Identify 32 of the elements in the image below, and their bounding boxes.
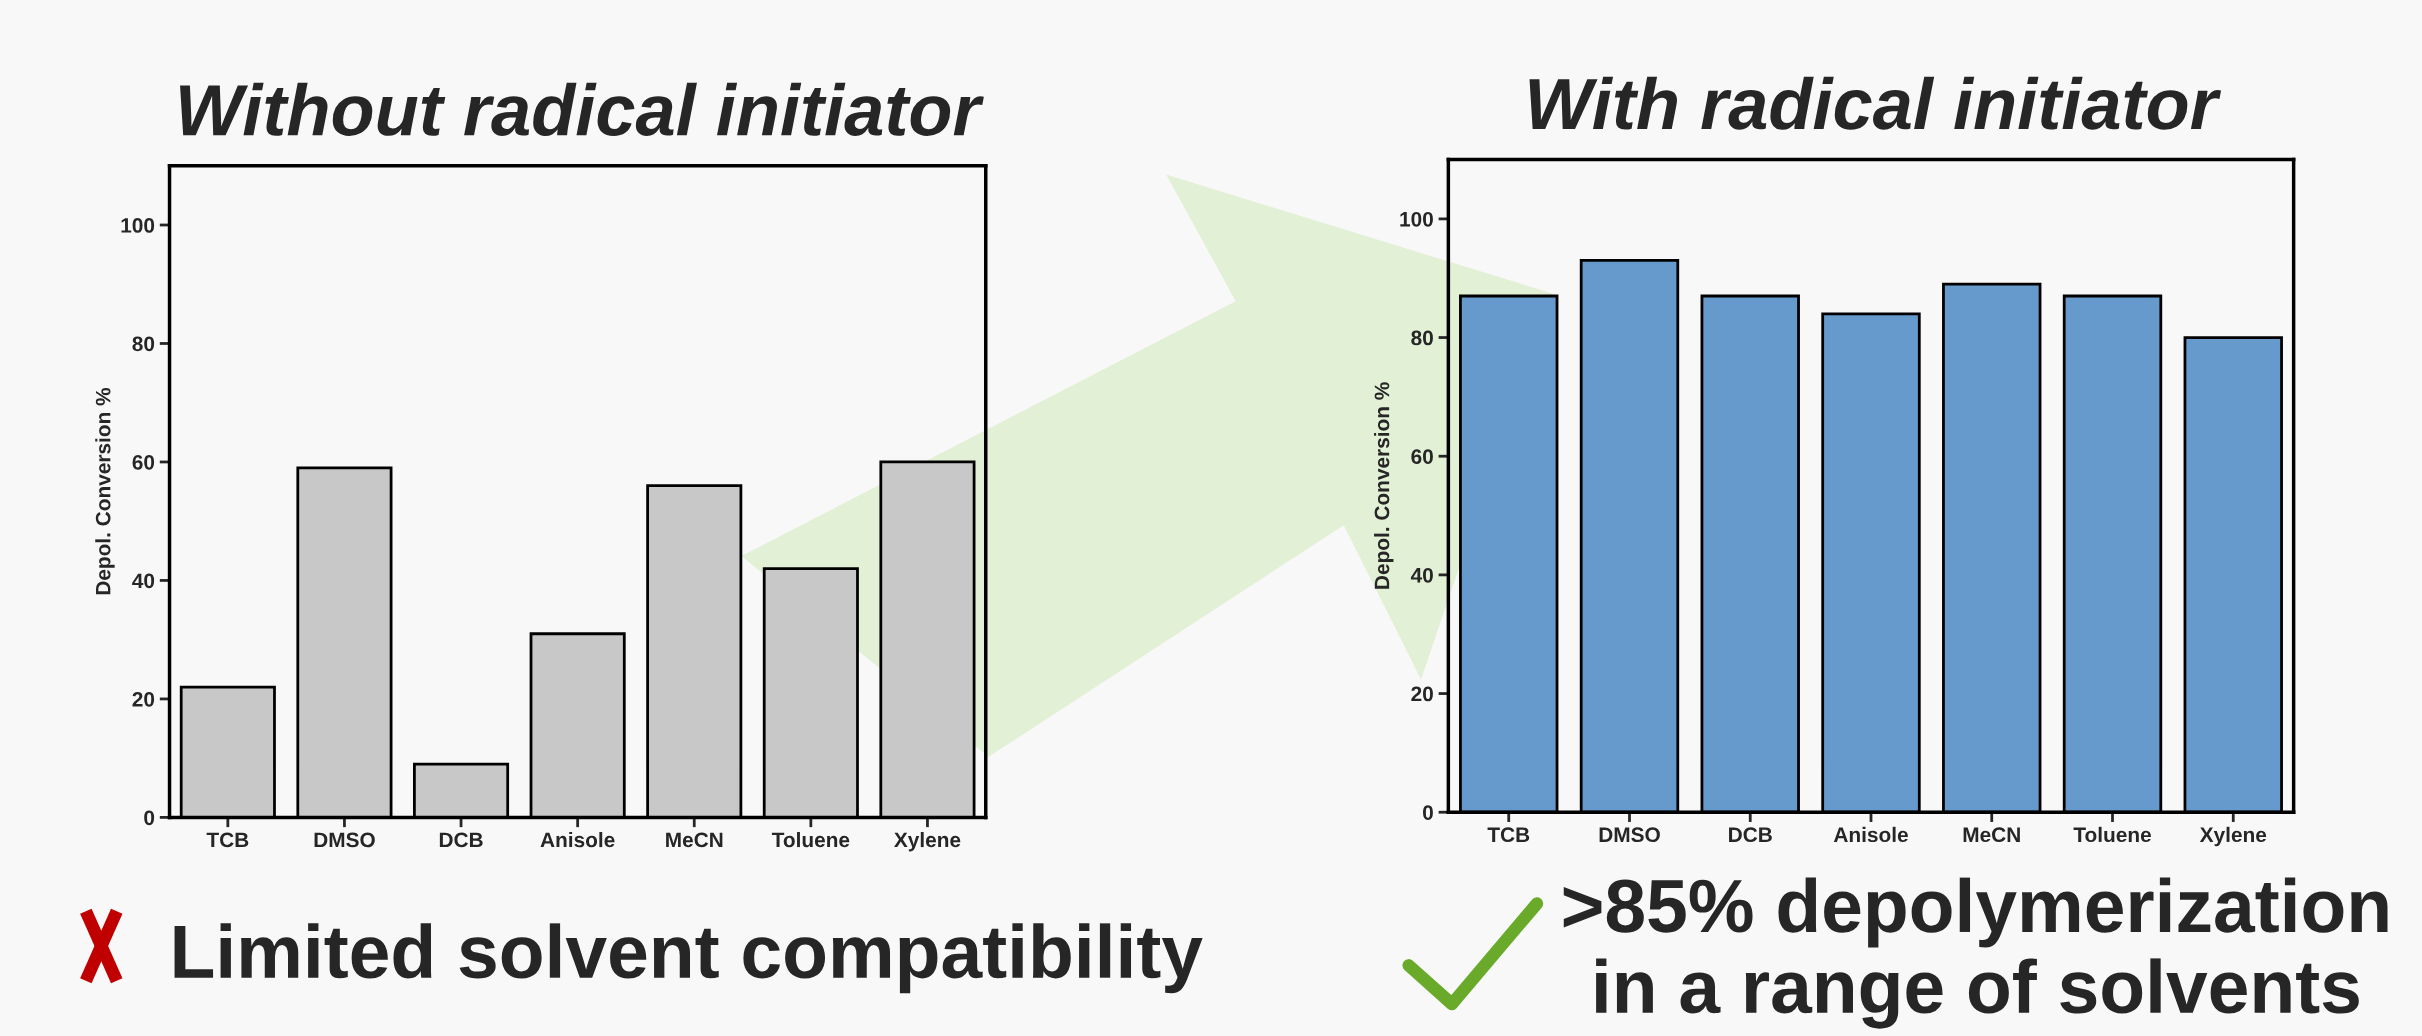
y-tick-label: 100 bbox=[121, 218, 155, 233]
y-axis-title: Depol. Conversion % bbox=[95, 387, 115, 595]
y-tick-label: 100 bbox=[1400, 211, 1433, 227]
x-tick-label: TCB bbox=[1487, 827, 1530, 843]
y-tick-label: 60 bbox=[132, 454, 155, 470]
y-tick-label: 40 bbox=[1410, 567, 1433, 583]
x-tick-label: Anisole bbox=[540, 831, 615, 848]
x-tick-label: MeCN bbox=[1963, 827, 2020, 843]
text: >85% depolymerization in a range of solvents bbox=[1563, 877, 2388, 1029]
chart-title: With radical initiator bbox=[1529, 76, 2222, 130]
x-tick-label: Xylene bbox=[894, 831, 961, 852]
y-tick-label: 40 bbox=[132, 573, 155, 589]
text: Limited solvent compatibility bbox=[174, 923, 1203, 994]
y-axis-title: Depol. Conversion % bbox=[1374, 382, 1394, 589]
x-tick-label: DMSO bbox=[314, 832, 375, 848]
y-tick-label: 0 bbox=[1423, 805, 1433, 820]
y-tick-label: 80 bbox=[132, 336, 155, 352]
y-tick-label: 60 bbox=[1411, 449, 1433, 464]
y-tick-label: 0 bbox=[144, 810, 155, 826]
x-tick-label: Anisole bbox=[1833, 826, 1908, 843]
chart-title: Without radical initiator bbox=[180, 82, 984, 136]
x-tick-label: Toluene bbox=[771, 831, 850, 848]
x-tick-label: Toluene bbox=[2073, 826, 2151, 843]
x-tick-label: Xylene bbox=[2199, 826, 2267, 847]
y-tick-label: 20 bbox=[1411, 686, 1433, 702]
y-tick-label: 20 bbox=[132, 691, 155, 707]
x-tick-label: DCB bbox=[1729, 827, 1772, 843]
y-tick-label: 80 bbox=[1411, 330, 1433, 346]
x-tick-label: MeCN bbox=[666, 832, 723, 848]
x-tick-label: TCB bbox=[206, 832, 249, 848]
x-tick-label: DCB bbox=[439, 832, 483, 848]
x-tick-label: DMSO bbox=[1599, 827, 1660, 843]
